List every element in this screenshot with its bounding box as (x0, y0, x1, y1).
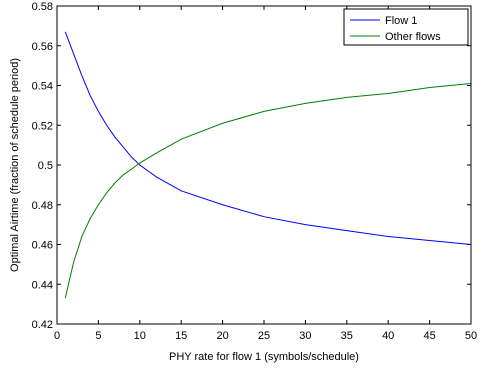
y-tick-label: 0.46 (32, 240, 53, 252)
series-lines (64, 31, 472, 299)
y-tick-label: 0.42 (32, 319, 53, 331)
x-tick-label: 20 (216, 330, 228, 342)
series-line-other-flows (64, 83, 472, 299)
y-tick-label: 0.58 (32, 1, 53, 13)
x-tick-label: 10 (134, 330, 146, 342)
y-tick-label: 0.54 (32, 81, 53, 93)
axis-ticks: 0 5 10 15 20 25 30 35 40 45 50 0.42 0.44 0.46 0.48 0.5 0… (32, 1, 478, 342)
y-tick-label: 0.48 (32, 200, 53, 212)
y-tick-label: 0.5 (38, 160, 53, 172)
y-tick-label: 0.56 (32, 41, 53, 53)
x-tick-label: 30 (299, 330, 311, 342)
legend-box (343, 8, 469, 46)
x-tick-label: 50 (465, 330, 477, 342)
x-tick-label: 45 (423, 330, 435, 342)
x-axis-label: PHY rate for flow 1 (symbols/schedule) (169, 351, 359, 363)
x-tick-label: 40 (382, 330, 394, 342)
y-axis-label: Optimal Airtime (fraction of schedule pe… (9, 58, 21, 272)
x-tick-label: 5 (95, 330, 101, 342)
x-tick-label: 15 (175, 330, 187, 342)
legend: Flow 1 Other flows (343, 8, 469, 46)
x-tick-label: 0 (54, 330, 60, 342)
y-tick-label: 0.44 (32, 279, 53, 291)
x-tick-label: 35 (341, 330, 353, 342)
plot-frame (56, 5, 472, 325)
x-tick-label: 25 (258, 330, 270, 342)
legend-label-flow-1: Flow 1 (385, 15, 417, 27)
legend-label-other-flows: Other flows (385, 31, 441, 43)
series-line-flow-1 (64, 31, 472, 245)
y-tick-label: 0.52 (32, 120, 53, 132)
